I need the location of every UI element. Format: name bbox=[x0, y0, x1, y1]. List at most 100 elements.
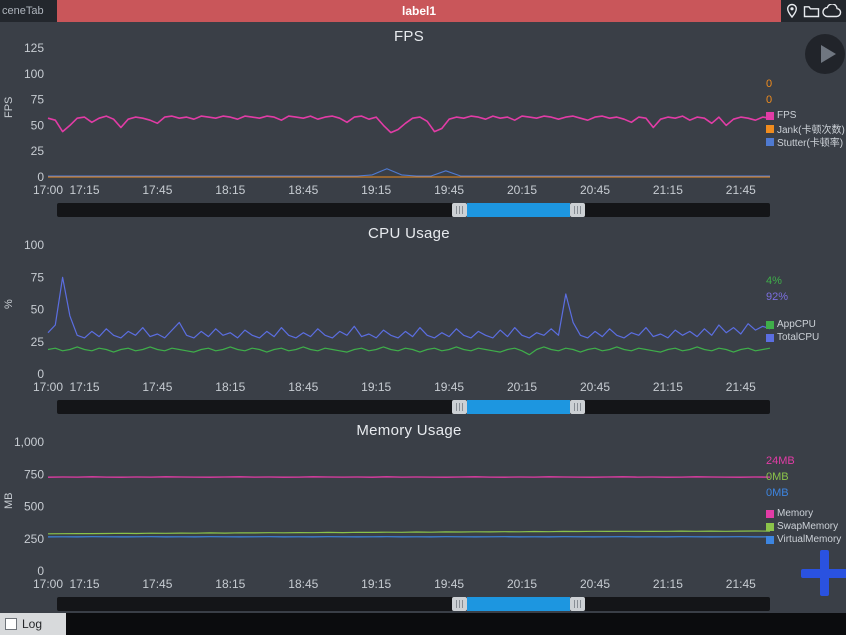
time-scrollbar[interactable] bbox=[57, 203, 770, 217]
current-value: 92% bbox=[766, 291, 789, 303]
y-tick-label: 750 bbox=[24, 467, 44, 481]
legend-item: Memory bbox=[766, 507, 846, 520]
legend-label: Stutter(卡顿率) bbox=[777, 138, 844, 148]
play-button[interactable] bbox=[805, 34, 845, 74]
y-tick-label: 75 bbox=[31, 93, 45, 107]
legend-item: FPS bbox=[766, 109, 846, 122]
x-tick-label: 19:45 bbox=[434, 183, 464, 197]
x-tick-label: 17:45 bbox=[142, 380, 172, 394]
x-tick-label: 21:15 bbox=[653, 577, 683, 591]
x-tick-label: 21:45 bbox=[726, 380, 756, 394]
time-scrollbar[interactable] bbox=[57, 400, 770, 414]
x-tick-label: 17:00 bbox=[33, 380, 63, 394]
x-tick-label: 19:45 bbox=[434, 380, 464, 394]
memory-plot-area[interactable]: 0 250 500 750 1,000 17:00 17:15 17:45 18:15 18:45… bbox=[0, 416, 846, 613]
x-tick-label: 21:15 bbox=[653, 380, 683, 394]
x-tick-label: 19:45 bbox=[434, 577, 464, 591]
cpu-chart-section: CPU Usage % 0 25 50 75 100 17:00 17:15 17:45 18:… bbox=[0, 219, 846, 416]
x-tick-label: 17:15 bbox=[69, 577, 99, 591]
legend-label: AppCPU bbox=[777, 319, 816, 330]
location-pin-icon[interactable] bbox=[784, 3, 800, 19]
folder-icon[interactable] bbox=[803, 4, 820, 19]
series-line-AppCPU bbox=[47, 346, 771, 356]
scrollbar-right-handle[interactable] bbox=[570, 400, 585, 414]
legend-label: Jank(卡顿次数) bbox=[777, 125, 845, 136]
scrollbar-left-handle[interactable] bbox=[452, 597, 467, 611]
scrollbar-left-handle[interactable] bbox=[452, 400, 467, 414]
x-tick-label: 20:15 bbox=[507, 380, 537, 394]
fps-plot-area[interactable]: 0 25 50 75 100 125 17:00 17:15 17:45 18:15 18:45 19… bbox=[0, 22, 846, 219]
legend-swatch bbox=[766, 137, 774, 146]
scrollbar-selected-range[interactable] bbox=[467, 400, 570, 414]
y-tick-label: 50 bbox=[31, 303, 45, 317]
legend-item: TotalCPU bbox=[766, 331, 846, 344]
time-scrollbar[interactable] bbox=[57, 597, 770, 611]
scrollbar-left-handle[interactable] bbox=[452, 203, 467, 217]
scene-tab[interactable]: ceneTab bbox=[0, 0, 57, 22]
y-tick-label: 100 bbox=[24, 67, 44, 81]
legend-label: FPS bbox=[777, 110, 797, 121]
legend-swatch bbox=[766, 124, 774, 133]
y-tick-label: 75 bbox=[31, 270, 45, 284]
y-tick-label: 250 bbox=[24, 532, 44, 546]
x-tick-label: 20:45 bbox=[580, 183, 610, 197]
scrollbar-selected-range[interactable] bbox=[467, 203, 570, 217]
x-tick-label: 17:15 bbox=[69, 380, 99, 394]
y-tick-label: 25 bbox=[31, 144, 45, 158]
scrollbar-selected-range[interactable] bbox=[467, 597, 570, 611]
chart-title: CPU Usage bbox=[368, 225, 450, 242]
series-line-TotalCPU bbox=[47, 276, 771, 339]
legend-item: SwapMemory bbox=[766, 520, 846, 533]
top-icon-group bbox=[782, 0, 844, 22]
current-values: 4% 92% bbox=[766, 273, 846, 305]
legend-swatch bbox=[766, 111, 774, 120]
x-tick-label: 19:15 bbox=[361, 183, 391, 197]
scene-tab-label: ceneTab bbox=[2, 5, 44, 17]
x-tick-label: 17:15 bbox=[69, 183, 99, 197]
x-tick-label: 17:45 bbox=[142, 183, 172, 197]
x-tick-label: 21:45 bbox=[726, 577, 756, 591]
legend-label: VirtualMemory bbox=[777, 534, 842, 545]
scrollbar-right-handle[interactable] bbox=[570, 597, 585, 611]
grip-icon bbox=[456, 206, 463, 214]
grip-icon bbox=[456, 600, 463, 608]
log-checkbox[interactable] bbox=[5, 618, 17, 630]
x-tick-label: 20:45 bbox=[580, 577, 610, 591]
current-value: 0 bbox=[766, 94, 773, 106]
x-tick-label: 17:00 bbox=[33, 183, 63, 197]
cloud-icon[interactable] bbox=[822, 4, 842, 18]
y-tick-label: 0 bbox=[37, 564, 44, 578]
y-tick-label: 125 bbox=[24, 41, 44, 55]
x-tick-label: 18:15 bbox=[215, 577, 245, 591]
scrollbar-right-handle[interactable] bbox=[570, 203, 585, 217]
log-option: Log bbox=[0, 613, 66, 635]
chart-title: Memory Usage bbox=[356, 422, 462, 439]
play-icon bbox=[820, 45, 836, 63]
current-value: 0MB bbox=[766, 487, 789, 499]
series-line-FPS bbox=[47, 115, 771, 134]
y-tick-label: 500 bbox=[24, 500, 44, 514]
y-tick-label: 100 bbox=[24, 238, 44, 252]
x-tick-label: 21:15 bbox=[653, 183, 683, 197]
log-label: Log bbox=[22, 617, 43, 631]
current-values: 0 0 bbox=[766, 76, 846, 108]
current-value: 24MB bbox=[766, 455, 795, 467]
cpu-plot-area[interactable]: 0 25 50 75 100 17:00 17:15 17:45 18:15 18:45 19:15… bbox=[0, 219, 846, 416]
legend: AppCPU TotalCPU bbox=[766, 318, 846, 344]
legend-item: Jank(卡顿次数) bbox=[766, 122, 846, 136]
plus-icon bbox=[820, 550, 829, 596]
x-tick-label: 18:45 bbox=[288, 183, 318, 197]
top-bar: ceneTab label1 bbox=[0, 0, 846, 22]
chart-title: FPS bbox=[393, 28, 425, 45]
legend-item: VirtualMemory bbox=[766, 533, 846, 546]
page-title: label1 bbox=[401, 4, 437, 18]
legend-swatch bbox=[766, 535, 774, 544]
grip-icon bbox=[456, 403, 463, 411]
x-tick-label: 19:15 bbox=[361, 380, 391, 394]
x-tick-label: 18:15 bbox=[215, 380, 245, 394]
add-button[interactable] bbox=[800, 549, 846, 597]
x-tick-label: 20:15 bbox=[507, 183, 537, 197]
y-tick-label: 0 bbox=[37, 367, 44, 381]
current-value: 0 bbox=[766, 78, 773, 90]
